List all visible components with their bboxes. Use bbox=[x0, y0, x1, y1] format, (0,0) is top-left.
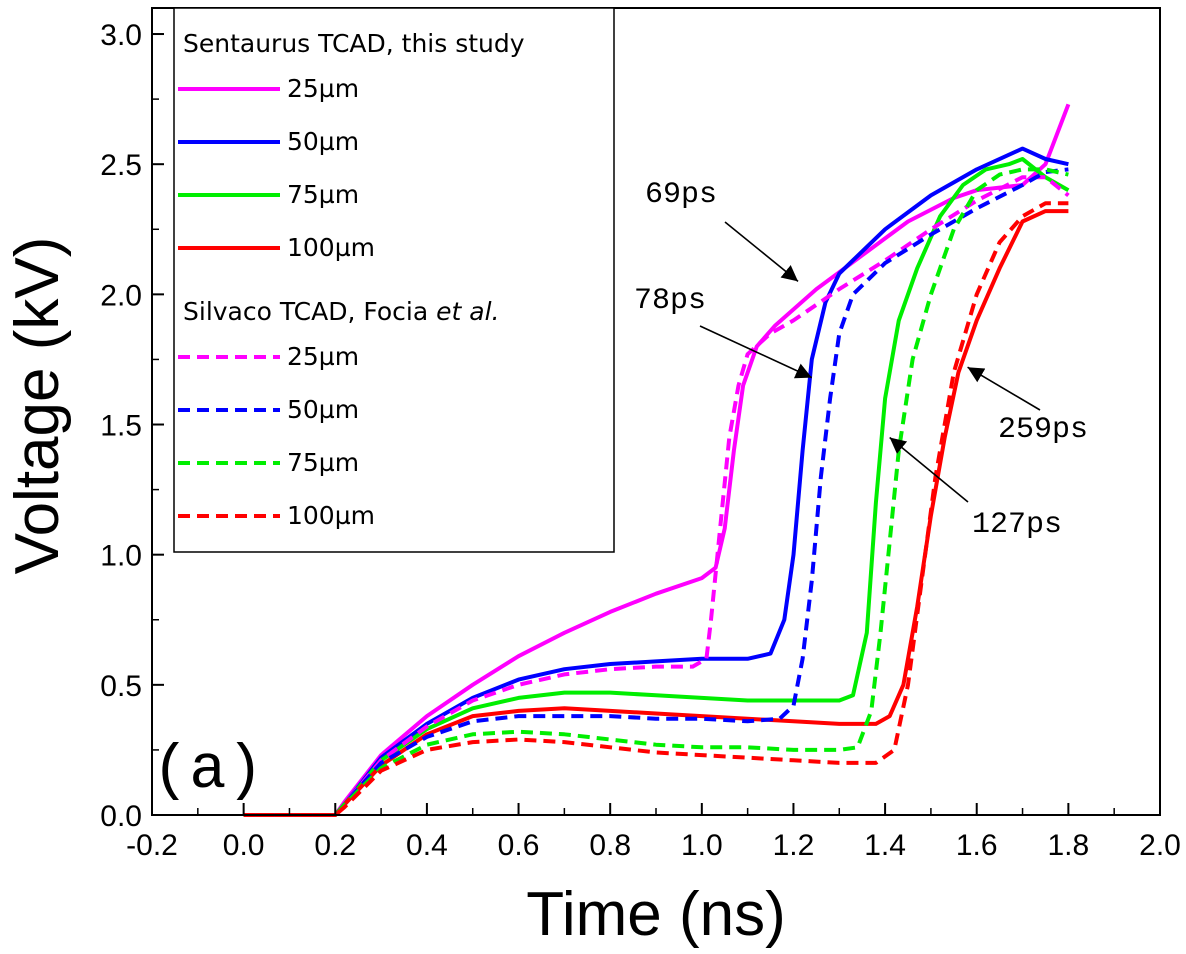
tick-labels-layer: -0.2 0.0 0.2 0.4 0.6 0.8 1.0 1.2 1.4 1.6 1.8 2.00.0… bbox=[100, 19, 1181, 862]
annotation-label: 69ps bbox=[645, 178, 717, 212]
y-tick-label: 2.5 bbox=[100, 149, 142, 182]
annotation-arrow bbox=[889, 436, 969, 503]
y-tick-label: 0.0 bbox=[100, 800, 142, 833]
annotation-arrow bbox=[967, 366, 1041, 411]
legend-label: 25µm bbox=[287, 342, 359, 371]
x-tick-label: 1.0 bbox=[681, 829, 723, 862]
x-tick-label: 0.2 bbox=[314, 829, 356, 862]
x-axis-title: Time (ns) bbox=[526, 880, 785, 949]
x-tick-label: -0.2 bbox=[126, 829, 178, 862]
series-line-sentaurus-50m bbox=[243, 146, 1069, 817]
legend-label: 100µm bbox=[287, 233, 375, 262]
annotations-layer: 69ps 78ps 127ps 259ps bbox=[634, 178, 1088, 542]
x-tick-label: 2.0 bbox=[1139, 829, 1181, 862]
legend-label: 75µm bbox=[287, 448, 359, 477]
annotation-arrow bbox=[699, 325, 813, 379]
series-line-sentaurus-25m bbox=[243, 103, 1071, 817]
annotation-label: 127ps bbox=[972, 508, 1062, 542]
x-tick-label: 1.2 bbox=[773, 829, 815, 862]
x-tick-label: 1.6 bbox=[956, 829, 998, 862]
legend: Sentaurus TCAD, this study Silvaco TCAD,… bbox=[173, 7, 615, 553]
legend-entries: 25µm 50µm 75µm 100µm 25µm 50µm 75µm 100µm bbox=[178, 74, 375, 530]
ticks-layer bbox=[151, 33, 1161, 816]
legend-label: 50µm bbox=[287, 127, 359, 156]
x-tick-label: 1.4 bbox=[864, 829, 906, 862]
y-tick-label: 2.0 bbox=[100, 279, 142, 312]
legend-group1-title: Sentaurus TCAD, this study bbox=[183, 29, 525, 58]
series-line-silvaco-75m bbox=[243, 167, 1069, 817]
legend-box bbox=[173, 7, 615, 553]
legend-group2-title-plain: Silvaco TCAD, Focia bbox=[183, 297, 436, 326]
legend-group2-title-italic: et al. bbox=[436, 297, 499, 326]
y-tick-label: 3.0 bbox=[100, 19, 142, 52]
legend-label: 75µm bbox=[287, 180, 359, 209]
x-tick-label: 0.6 bbox=[498, 829, 540, 862]
x-tick-label: 0.0 bbox=[223, 829, 265, 862]
annotation-arrow bbox=[724, 221, 799, 282]
y-tick-label: 0.5 bbox=[100, 670, 142, 703]
legend-group2-title: Silvaco TCAD, Focia et al. bbox=[183, 297, 499, 326]
series-line-silvaco-100m bbox=[243, 201, 1069, 817]
annotation-label: 259ps bbox=[998, 413, 1088, 447]
annotation-label: 78ps bbox=[634, 284, 706, 318]
legend-label: 25µm bbox=[287, 74, 359, 103]
legend-label: 100µm bbox=[287, 501, 375, 530]
series-layer bbox=[243, 103, 1071, 817]
x-tick-label: 1.8 bbox=[1048, 829, 1090, 862]
panel-label: (a) bbox=[152, 735, 264, 806]
y-tick-label: 1.5 bbox=[100, 410, 142, 443]
series-line-silvaco-50m bbox=[243, 167, 1069, 817]
x-tick-label: 0.8 bbox=[589, 829, 631, 862]
series-line-silvaco-25m bbox=[243, 175, 1070, 817]
legend-label: 50µm bbox=[287, 395, 359, 424]
y-axis-title: Voltage (kV) bbox=[3, 237, 72, 575]
x-tick-label: 0.4 bbox=[406, 829, 448, 862]
y-tick-label: 1.0 bbox=[100, 540, 142, 573]
